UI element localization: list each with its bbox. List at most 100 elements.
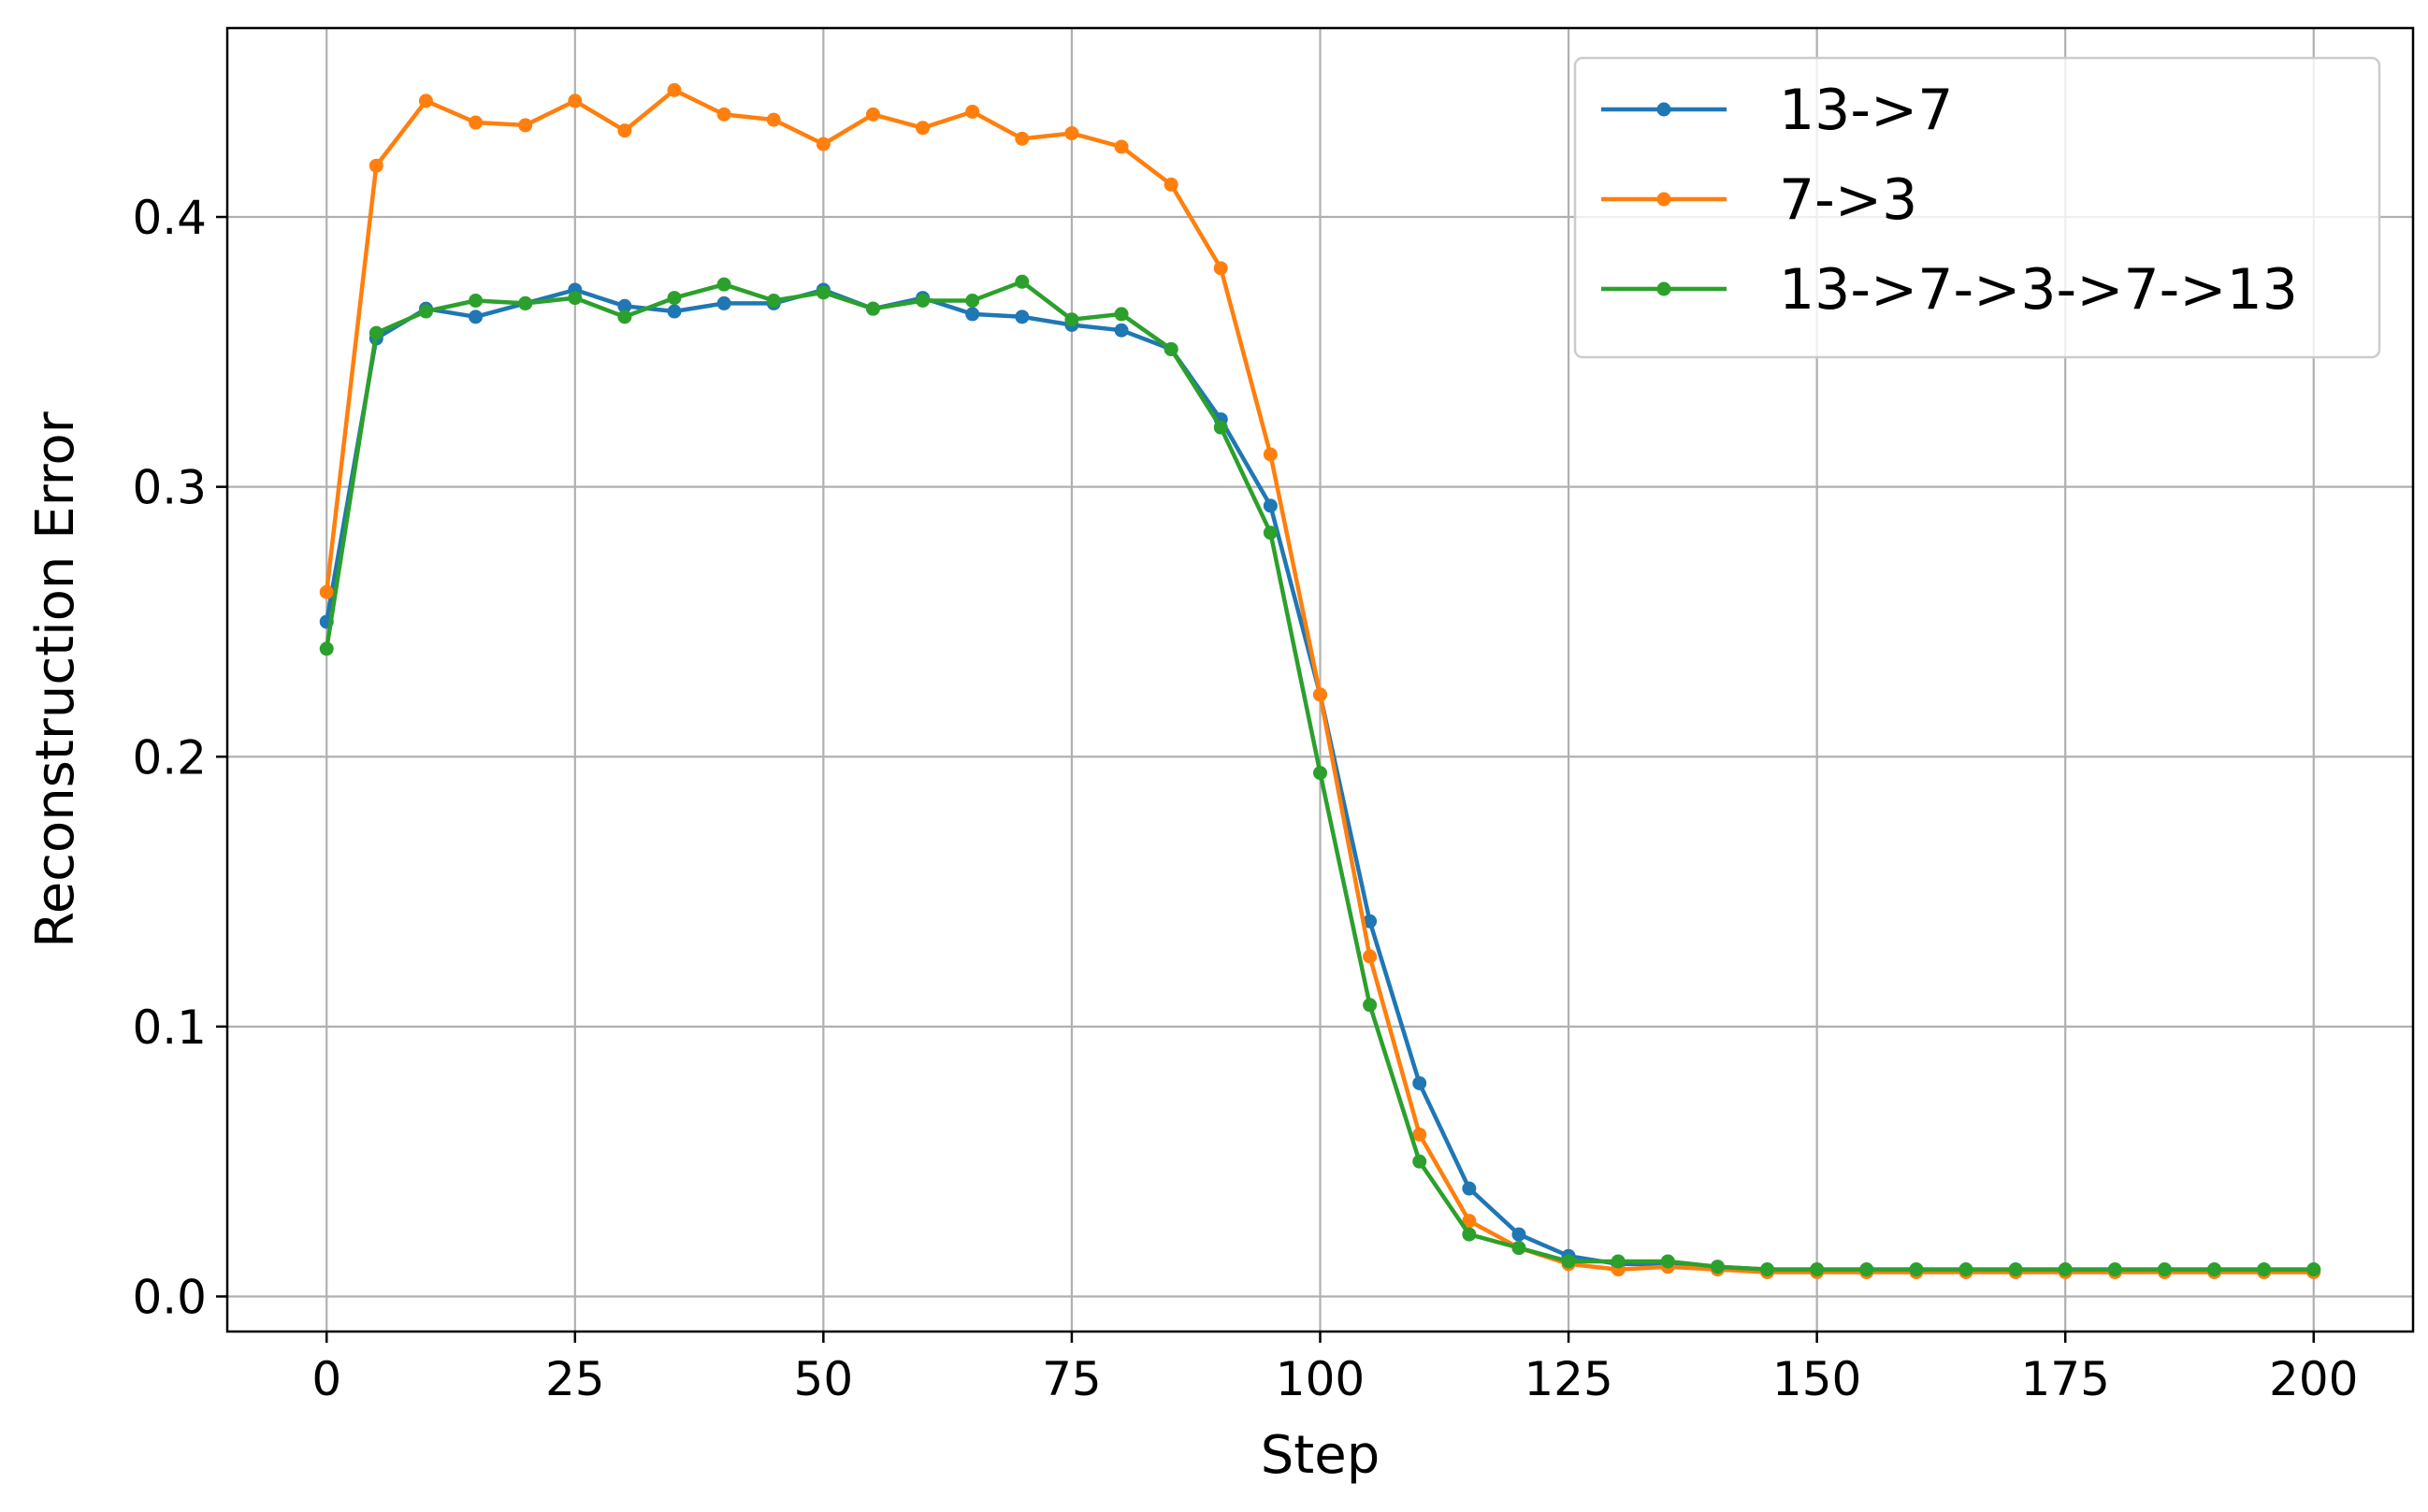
x-axis-label: Step <box>1261 1425 1380 1486</box>
data-point <box>1114 139 1129 154</box>
legend-marker <box>1656 102 1671 117</box>
data-point <box>965 293 980 308</box>
data-point <box>1163 341 1178 356</box>
x-tick-label: 175 <box>2020 1352 2109 1406</box>
legend-label: 7->3 <box>1779 167 1917 233</box>
y-tick-label: 0.2 <box>132 730 207 785</box>
legend-label: 13->7->3->7->13 <box>1779 257 2298 323</box>
data-point <box>469 115 484 130</box>
y-axis-label: Reconstruction Error <box>25 410 86 947</box>
data-point <box>1561 1254 1576 1269</box>
data-point <box>1412 1075 1427 1090</box>
data-point <box>1611 1254 1626 1269</box>
data-point <box>518 295 533 310</box>
data-point <box>1462 1227 1477 1242</box>
data-point <box>1363 998 1378 1013</box>
axis-ticks: 0 25 50 75 100 125 150 175 200 0.0 0.1 0.2 0.3 0.4 <box>132 191 2358 1406</box>
x-tick-label: 0 <box>311 1352 341 1406</box>
data-point <box>865 107 880 122</box>
data-point <box>1163 177 1178 192</box>
data-point <box>1114 323 1129 338</box>
data-point <box>617 298 632 313</box>
data-point <box>1064 126 1079 141</box>
data-point <box>716 107 731 122</box>
series-2 <box>319 274 2321 1277</box>
data-point <box>2157 1262 2172 1277</box>
data-point <box>469 310 484 324</box>
data-point <box>865 301 880 316</box>
legend-label: 13->7 <box>1779 78 1953 143</box>
data-point <box>319 584 334 599</box>
data-point <box>2257 1262 2272 1277</box>
data-point <box>2107 1262 2122 1277</box>
x-tick-label: 50 <box>794 1352 854 1406</box>
data-point <box>667 291 682 306</box>
data-point <box>1710 1260 1725 1274</box>
x-tick-label: 75 <box>1042 1352 1102 1406</box>
x-tick-label: 100 <box>1276 1352 1365 1406</box>
x-tick-label: 125 <box>1524 1352 1612 1406</box>
data-point <box>1213 261 1228 276</box>
data-point <box>418 304 433 319</box>
x-tick-label: 25 <box>545 1352 605 1406</box>
data-point <box>1015 274 1030 289</box>
legend-item: 7->3 <box>1601 167 1917 233</box>
data-point <box>1263 526 1278 540</box>
data-point <box>1263 498 1278 513</box>
series-lines <box>319 82 2321 1280</box>
y-tick-label: 0.4 <box>132 191 207 245</box>
data-point <box>1313 766 1327 781</box>
data-point <box>2306 1262 2321 1277</box>
legend-marker <box>1656 281 1671 296</box>
data-point <box>1263 447 1278 462</box>
data-point <box>816 285 831 300</box>
data-point <box>716 295 731 310</box>
legend-item: 13->7 <box>1601 78 1953 143</box>
x-tick-label: 200 <box>2269 1352 2358 1406</box>
data-point <box>1313 687 1327 702</box>
data-point <box>965 307 980 322</box>
data-point <box>617 123 632 138</box>
data-point <box>418 94 433 108</box>
data-point <box>965 104 980 119</box>
data-point <box>816 137 831 151</box>
data-point <box>469 293 484 308</box>
data-point <box>2207 1262 2222 1277</box>
data-point <box>1760 1262 1775 1277</box>
legend: 13->7 7->3 13->7->3->7->13 <box>1573 56 2381 359</box>
data-point <box>1909 1262 1924 1277</box>
data-point <box>667 304 682 319</box>
data-point <box>916 121 931 136</box>
data-point <box>2058 1262 2073 1277</box>
data-point <box>319 641 334 656</box>
data-point <box>518 118 533 133</box>
legend-item: 13->7->3->7->13 <box>1601 257 2298 323</box>
data-point <box>568 291 583 306</box>
data-point <box>1859 1262 1874 1277</box>
data-point <box>1412 1127 1427 1142</box>
data-point <box>1015 310 1030 324</box>
data-point <box>1213 420 1228 435</box>
data-point <box>568 94 583 108</box>
data-point <box>1363 949 1378 964</box>
data-point <box>1511 1227 1526 1242</box>
data-point <box>617 310 632 324</box>
data-point <box>1114 307 1129 322</box>
y-tick-label: 0.3 <box>132 461 207 515</box>
data-point <box>667 82 682 97</box>
legend-box <box>1573 56 2381 359</box>
data-point <box>369 158 383 173</box>
legend-marker <box>1656 192 1671 207</box>
data-point <box>1958 1262 1973 1277</box>
data-point <box>1412 1154 1427 1169</box>
y-tick-label: 0.0 <box>132 1270 207 1324</box>
data-point <box>1810 1262 1825 1277</box>
data-point <box>1660 1254 1675 1269</box>
data-point <box>766 112 781 127</box>
data-point <box>1363 914 1378 929</box>
data-point <box>1064 312 1079 327</box>
data-point <box>1511 1241 1526 1256</box>
data-point <box>2008 1262 2023 1277</box>
y-tick-label: 0.1 <box>132 1001 207 1055</box>
